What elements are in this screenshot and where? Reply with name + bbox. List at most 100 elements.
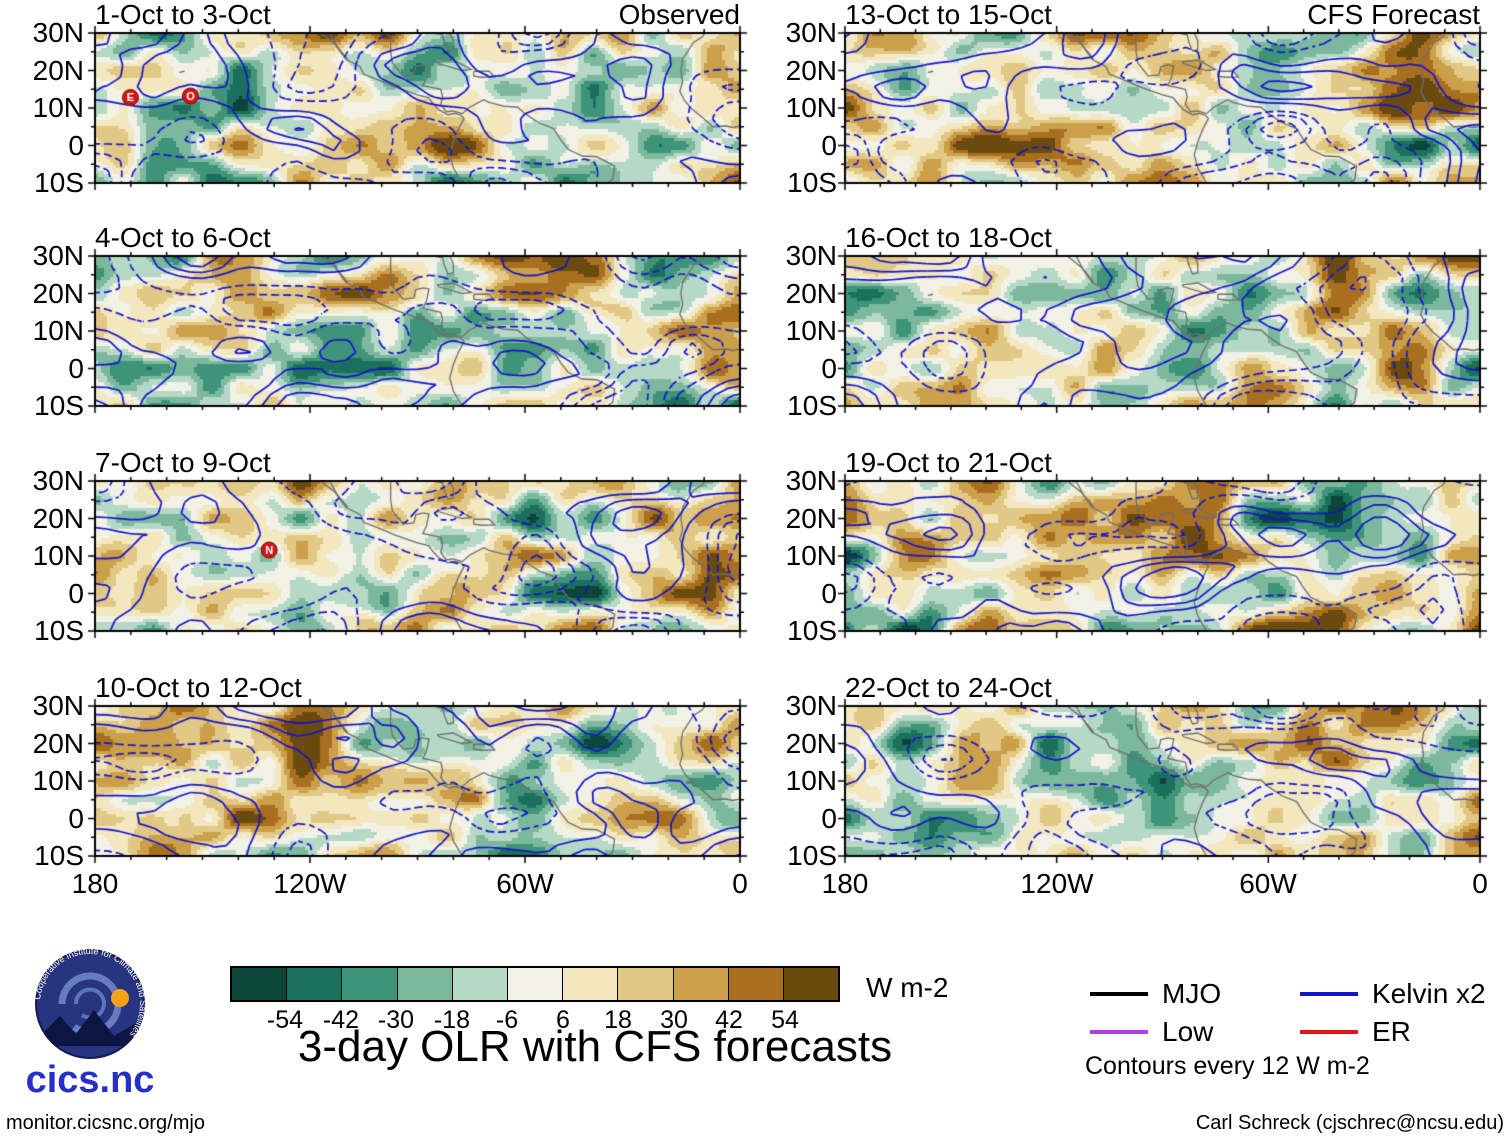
- y-axis-label: 30N: [32, 240, 84, 271]
- y-axis-label: 10S: [787, 615, 837, 646]
- y-axis-label: 10N: [32, 92, 84, 123]
- colorbar: [230, 966, 840, 1002]
- y-axis-label: 20N: [785, 727, 837, 759]
- y-axis-label: 30N: [32, 17, 84, 48]
- panel-date-range: 19-Oct to 21-Oct: [845, 447, 1052, 478]
- y-axis-labels: 30N 20N 10N 0 10S: [753, 466, 837, 646]
- footer-url: monitor.cicsnc.org/mjo: [6, 1112, 205, 1134]
- x-axis-label: 0: [1472, 868, 1488, 899]
- y-axis-label: 30N: [785, 690, 837, 721]
- cics-logo: Cooperative Institute for Climate and Sa…: [26, 946, 155, 1098]
- panel-title-row: 7-Oct to 9-Oct: [95, 448, 740, 478]
- y-axis-label: 10N: [785, 540, 837, 571]
- y-axis-labels: 30N 20N 10N 0 10S: [753, 241, 837, 421]
- y-axis-labels: 30N 20N 10N 0 10S: [753, 18, 837, 198]
- colorbar-swatch: [728, 968, 784, 1000]
- y-axis-label: 20N: [32, 54, 84, 86]
- colorbar-tick-label: -30: [377, 1006, 415, 1034]
- colorbar-swatch: [452, 968, 508, 1000]
- panel-title-row: 4-Oct to 6-Oct: [95, 223, 740, 253]
- colorbar-swatch: [673, 968, 729, 1000]
- panel-title-row: 10-Oct to 12-Oct: [95, 673, 740, 703]
- legend-label-mjo: MJO: [1162, 978, 1222, 1009]
- legend-label-er: ER: [1372, 1016, 1411, 1047]
- y-axis-label: 0: [821, 129, 837, 161]
- colorbar-swatch: [783, 968, 839, 1000]
- y-axis-label: 10N: [32, 315, 84, 346]
- y-axis-label: 0: [68, 129, 84, 161]
- colorbar-tick-label: 30: [660, 1006, 688, 1034]
- panel-date-range: 1-Oct to 3-Oct: [95, 0, 271, 30]
- logo-wordmark: cics.nc: [26, 1059, 155, 1098]
- y-axis-label: 10N: [785, 765, 837, 796]
- y-axis-label: 30N: [32, 690, 84, 721]
- legend-line-mjo: [1090, 992, 1148, 996]
- map-panel-canvas: [837, 698, 1488, 864]
- logo-sun: [111, 989, 129, 1007]
- colorbar-swatch: [618, 968, 674, 1000]
- map-panel-canvas: [87, 248, 748, 414]
- colorbar-swatch: [342, 968, 398, 1000]
- y-axis-label: 0: [68, 352, 84, 384]
- y-axis-labels: 30N 20N 10N 0 10S: [0, 691, 84, 871]
- y-axis-label: 10S: [34, 840, 84, 871]
- colorbar-tick-label: -18: [433, 1006, 471, 1034]
- legend-contour-note: Contours every 12 W m-2: [1085, 1052, 1370, 1080]
- x-axis-label: 0: [732, 868, 748, 899]
- y-axis-label: 10N: [32, 765, 84, 796]
- panel-title-row: 13-Oct to 15-Oct CFS Forecast: [845, 0, 1480, 30]
- y-axis-label: 0: [821, 352, 837, 384]
- map-panel-canvas: [837, 473, 1488, 639]
- colorbar-tick-label: 6: [556, 1006, 570, 1034]
- y-axis-label: 20N: [785, 277, 837, 309]
- y-axis-label: 0: [68, 577, 84, 609]
- colorbar-swatch: [232, 968, 288, 1000]
- colorbar-tick-label: -54: [266, 1006, 304, 1034]
- y-axis-labels: 30N 20N 10N 0 10S: [0, 241, 84, 421]
- colorbar-tick-label: 42: [715, 1006, 743, 1034]
- colorbar-swatch: [507, 968, 564, 1000]
- map-panel-canvas: [837, 248, 1488, 414]
- colorbar-units-label: W m-2: [866, 972, 949, 1003]
- panel-title-row: 22-Oct to 24-Oct: [845, 673, 1480, 703]
- y-axis-label: 10S: [34, 615, 84, 646]
- legend-line-kelvin: [1300, 992, 1358, 996]
- panel-title-row: 16-Oct to 18-Oct: [845, 223, 1480, 253]
- map-panel-canvas: [87, 698, 748, 864]
- y-axis-labels: 30N 20N 10N 0 10S: [0, 18, 84, 198]
- legend-line-er: [1300, 1030, 1358, 1034]
- panel-title-row: 1-Oct to 3-Oct Observed: [95, 0, 740, 30]
- map-panel-canvas: [87, 25, 748, 191]
- footer-credit: Carl Schreck (cjschrec@ncsu.edu): [1195, 1112, 1504, 1134]
- y-axis-label: 0: [821, 802, 837, 834]
- column-heading: CFS Forecast: [1307, 0, 1480, 30]
- panel-date-range: 22-Oct to 24-Oct: [845, 672, 1052, 703]
- y-axis-label: 20N: [785, 502, 837, 534]
- colorbar-tick-label: 18: [604, 1006, 632, 1034]
- y-axis-label: 30N: [785, 17, 837, 48]
- map-panel-canvas: [87, 473, 748, 639]
- y-axis-label: 20N: [32, 502, 84, 534]
- figure-title: 3-day OLR with CFS forecasts: [297, 1022, 893, 1071]
- y-axis-label: 10S: [34, 390, 84, 421]
- y-axis-label: 30N: [785, 465, 837, 496]
- panel-date-range: 4-Oct to 6-Oct: [95, 222, 271, 253]
- y-axis-label: 10N: [785, 315, 837, 346]
- y-axis-label: 20N: [32, 727, 84, 759]
- x-axis-label: 60W: [496, 868, 554, 899]
- y-axis-label: 0: [821, 577, 837, 609]
- y-axis-labels: 30N 20N 10N 0 10S: [0, 466, 84, 646]
- y-axis-label: 10S: [787, 167, 837, 198]
- colorbar-tick-label: -42: [322, 1006, 360, 1034]
- y-axis-label: 30N: [785, 240, 837, 271]
- logo-mountains: [36, 1010, 144, 1046]
- x-axis-label: 120W: [1020, 868, 1094, 899]
- y-axis-label: 10S: [787, 390, 837, 421]
- colorbar-tick-label: -6: [495, 1006, 519, 1034]
- panel-date-range: 16-Oct to 18-Oct: [845, 222, 1052, 253]
- column-heading: Observed: [618, 0, 740, 30]
- colorbar-swatch: [563, 968, 619, 1000]
- legend-label-kelvin: Kelvin x2: [1372, 978, 1486, 1009]
- colorbar-swatch: [397, 968, 453, 1000]
